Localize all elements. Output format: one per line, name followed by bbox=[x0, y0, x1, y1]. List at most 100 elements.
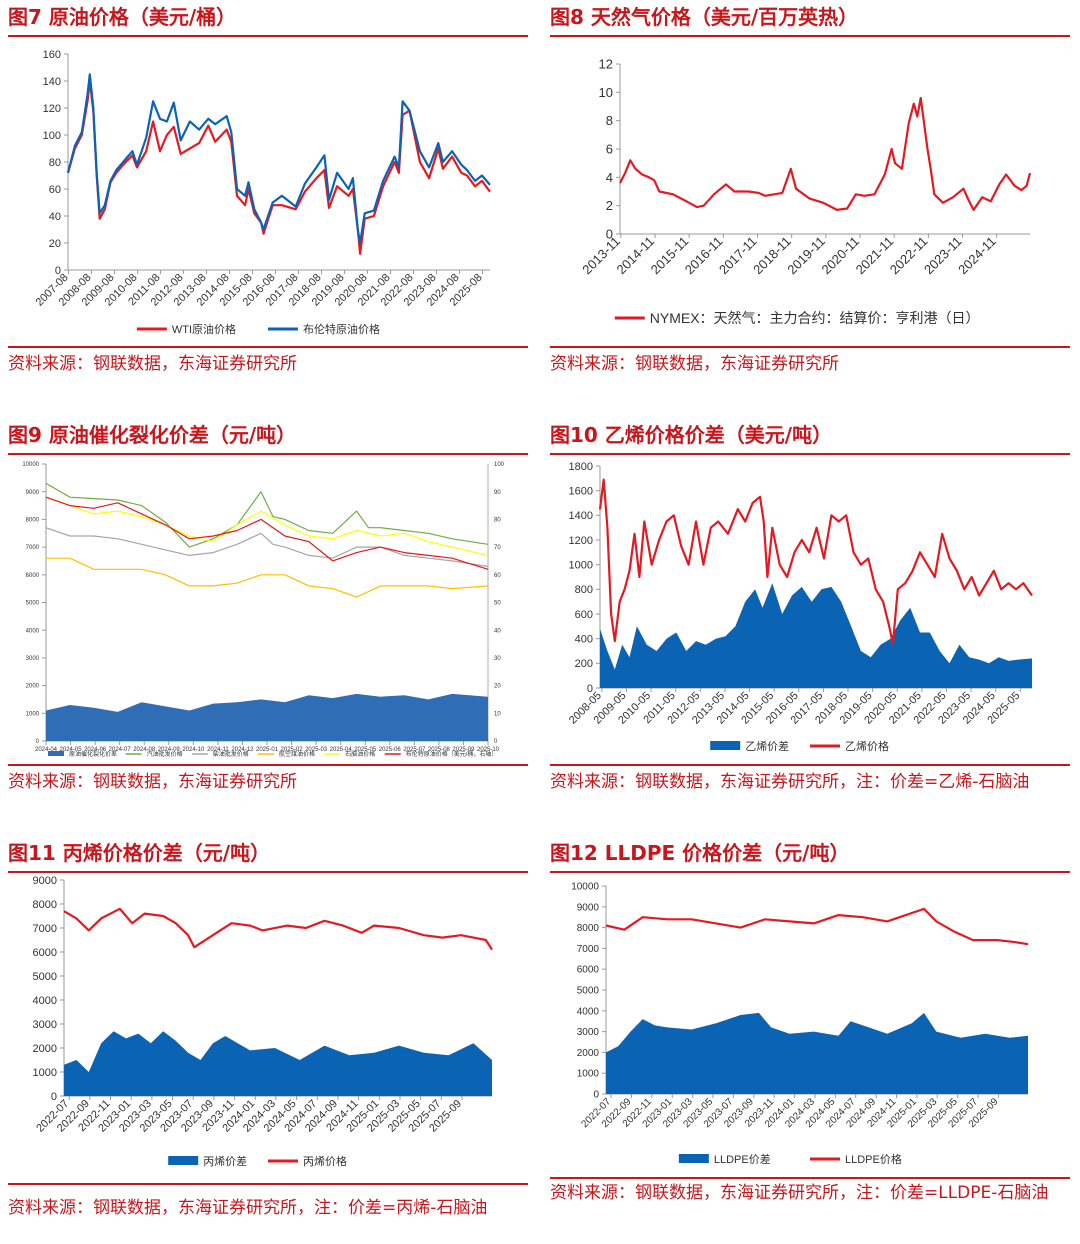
chart: 0 1000 2000 3000 4000 5000 6000 7000 8000 9000 100… bbox=[571, 882, 1029, 1166]
panel-gas-price: 图8 天然气价格（美元/百万英热） 0 2 4 6 8 10 12 2013-11 2014-1… bbox=[550, 2, 1070, 397]
legend-label: 丙烯价格 bbox=[303, 1154, 347, 1168]
y-tick-label: 1600 bbox=[569, 486, 593, 498]
panel-ethylene: 图10 乙烯价格价差（美元/吨） 0 200 400 600 800 1000 1200 14… bbox=[550, 420, 1070, 820]
source-text: 资料来源：钢联数据，东海证券研究所，注：价差=乙烯-石脑油 bbox=[550, 772, 1030, 792]
chart: 0246810122013-112014-112015-112016-11201… bbox=[579, 57, 1032, 326]
y-tick-label: 0 bbox=[51, 1091, 57, 1103]
series-area bbox=[64, 1031, 492, 1096]
series-line bbox=[66, 79, 491, 255]
y-tick-label: 0 bbox=[593, 1090, 599, 1101]
x-tick-label: 2024-05 bbox=[60, 747, 83, 753]
legend-swatch bbox=[48, 751, 64, 756]
y-tick-label: 6000 bbox=[577, 965, 600, 976]
title-rule bbox=[8, 453, 528, 455]
y2-tick-label: 10 bbox=[494, 711, 501, 717]
legend-label: 汽油批发价格 bbox=[147, 750, 183, 758]
x-tick-label: 2024-07 bbox=[109, 747, 132, 753]
y-tick-label: 12 bbox=[599, 57, 613, 72]
y-tick-label: 400 bbox=[575, 634, 593, 646]
series-line bbox=[46, 557, 489, 598]
legend-label: 原油催化裂化价差 bbox=[69, 750, 117, 758]
source-rule bbox=[550, 764, 1070, 766]
series-area bbox=[46, 693, 488, 741]
source-text: 资料来源：钢联数据，东海证券研究所，注：价差=LLDPE-石脑油 bbox=[550, 1183, 1049, 1203]
source-text: 资料来源：钢联数据，东海证券研究所，注：价差=丙烯-石脑油 bbox=[8, 1198, 488, 1218]
y-tick-label: 100 bbox=[43, 130, 61, 142]
y-tick-label: 160 bbox=[43, 49, 61, 61]
y-tick-label: 9000 bbox=[26, 490, 40, 496]
y-tick-label: 40 bbox=[49, 211, 61, 223]
panel-title: 图8 天然气价格（美元/百万英热） bbox=[550, 5, 859, 29]
panel-title: 图10 乙烯价格价差（美元/吨） bbox=[550, 423, 833, 447]
panel-title: 图12 LLDPE 价格价差（元/吨） bbox=[550, 841, 850, 865]
series-area bbox=[606, 1012, 1028, 1094]
panel-oil-price: 图7 原油价格（美元/桶） 0 20 40 60 80 100 120 140 160 2007-… bbox=[8, 2, 528, 397]
x-tick-label: 2024-12 bbox=[231, 747, 254, 753]
series-line bbox=[619, 96, 1032, 211]
y2-tick-label: 30 bbox=[494, 656, 501, 662]
x-tick-label: 2024-09 bbox=[158, 747, 181, 753]
y-tick-label: 5000 bbox=[33, 971, 57, 983]
series-line bbox=[598, 478, 1033, 645]
y-tick-label: 1200 bbox=[569, 535, 593, 547]
y-tick-label: 4000 bbox=[577, 1006, 600, 1017]
x-tick-label: 2025-08 bbox=[428, 747, 451, 753]
source-rule bbox=[8, 346, 528, 348]
x-tick-label: 2025-01 bbox=[256, 747, 279, 753]
legend-label: WTI原油价格 bbox=[172, 322, 236, 336]
panel-crack-spread: 图9 原油催化裂化价差（元/吨） 0 1000 2000 3000 4000 5000 60… bbox=[8, 420, 528, 820]
series-line bbox=[63, 907, 493, 951]
series-line bbox=[66, 73, 491, 245]
y-tick-label: 0 bbox=[55, 265, 61, 277]
legend-label: 柴油批发价格 bbox=[213, 750, 249, 758]
legend-label: 乙烯价格 bbox=[845, 739, 889, 753]
title-rule bbox=[550, 35, 1070, 37]
source-text: 资料来源：钢联数据，东海证券研究所 bbox=[8, 354, 297, 374]
x-tick-label: 2025-05 bbox=[354, 747, 377, 753]
source-text: 资料来源：钢联数据，东海证券研究所 bbox=[550, 354, 839, 374]
y-tick-label: 9000 bbox=[577, 902, 600, 913]
y-tick-label: 5000 bbox=[577, 986, 600, 997]
source-text: 资料来源：钢联数据，东海证券研究所 bbox=[8, 772, 297, 792]
panel-title: 图7 原油价格（美元/桶） bbox=[8, 5, 237, 29]
y-tick-label: 1400 bbox=[569, 510, 593, 522]
y-tick-label: 0 bbox=[606, 227, 613, 242]
y2-tick-label: 70 bbox=[494, 545, 501, 551]
y-tick-label: 3000 bbox=[33, 1019, 57, 1031]
panel-propylene: 图11 丙烯价格价差（元/吨） 0 1000 2000 3000 4000 5000 600… bbox=[8, 838, 528, 1238]
source-rule bbox=[8, 764, 528, 766]
title-rule bbox=[550, 871, 1070, 873]
y-tick-label: 2000 bbox=[577, 1048, 600, 1059]
source-rule bbox=[8, 1183, 528, 1185]
y-tick-label: 2000 bbox=[33, 1043, 57, 1055]
y-tick-label: 140 bbox=[43, 76, 61, 88]
y2-tick-label: 80 bbox=[494, 518, 501, 524]
y-tick-label: 6 bbox=[606, 142, 613, 157]
x-tick-label: 2025-04 bbox=[330, 747, 353, 753]
y-tick-label: 1000 bbox=[569, 560, 593, 572]
y2-tick-label: 100 bbox=[494, 462, 505, 468]
y-tick-label: 20 bbox=[49, 238, 61, 250]
legend-label: LLDPE价差 bbox=[714, 1152, 771, 1166]
y2-tick-label: 90 bbox=[494, 490, 501, 496]
y-tick-label: 1000 bbox=[33, 1067, 57, 1079]
title-rule bbox=[550, 453, 1070, 455]
series-line bbox=[45, 496, 489, 556]
legend-label: 航空煤油价格 bbox=[279, 750, 315, 758]
y-tick-label: 4000 bbox=[26, 628, 40, 634]
y2-tick-label: 20 bbox=[494, 684, 501, 690]
y-tick-label: 80 bbox=[49, 157, 61, 169]
x-tick-label: 2024-04 bbox=[35, 747, 58, 753]
x-tick-label: 2025-09 bbox=[452, 747, 475, 753]
series-area bbox=[600, 583, 1032, 688]
y-tick-label: 8000 bbox=[577, 923, 600, 934]
title-rule bbox=[8, 35, 528, 37]
y-tick-label: 200 bbox=[575, 658, 593, 670]
legend-swatch bbox=[168, 1156, 199, 1165]
legend-label: 丙烯价差 bbox=[203, 1154, 247, 1168]
y-tick-label: 5000 bbox=[26, 601, 40, 607]
y-tick-label: 0 bbox=[587, 683, 593, 695]
y-tick-label: 3000 bbox=[577, 1027, 600, 1038]
y-tick-label: 1000 bbox=[26, 711, 40, 717]
y-tick-label: 2000 bbox=[26, 684, 40, 690]
